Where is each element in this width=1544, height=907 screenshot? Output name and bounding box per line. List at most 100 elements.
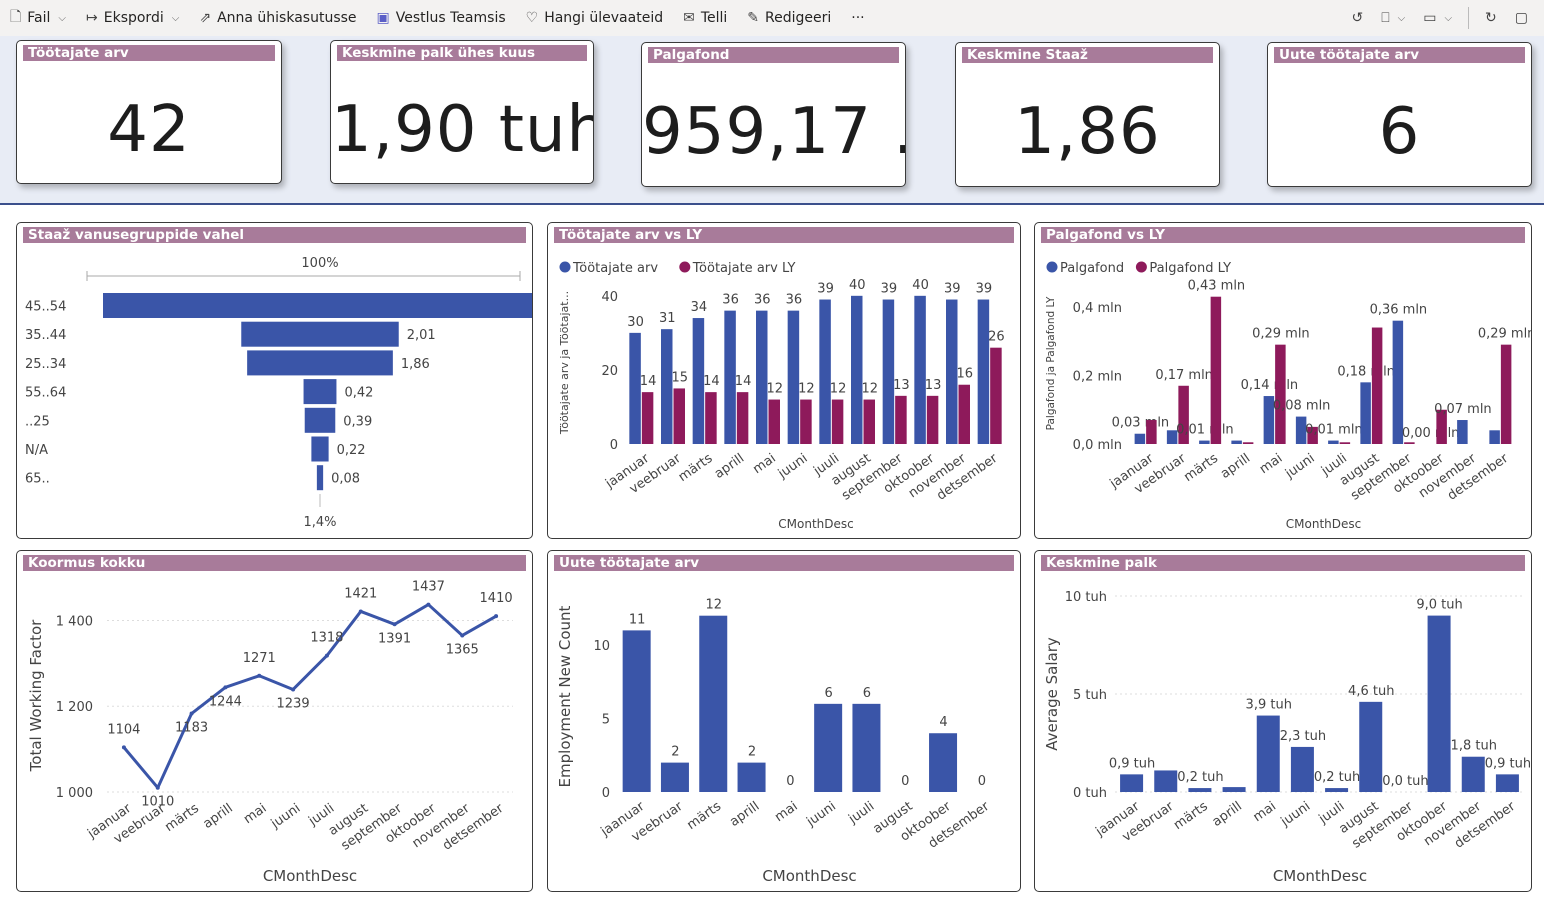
bar (819, 299, 831, 444)
data-label: 3,9 tuh (1246, 698, 1292, 713)
bar (641, 392, 654, 444)
bar (1199, 440, 1210, 444)
x-axis-title: CMonthDesc (263, 867, 357, 885)
y-tick-label: 10 tuh (1065, 590, 1107, 605)
x-axis-title: CMonthDesc (1286, 517, 1361, 531)
bar (1290, 746, 1314, 792)
data-label: 0,14 mln (1241, 378, 1299, 393)
insights-button[interactable]: ♡ Hangi ülevaateid (516, 0, 673, 36)
bar (1457, 420, 1468, 444)
data-label: 0,07 mln (1434, 402, 1492, 417)
y-tick-label: 5 tuh (1073, 688, 1107, 703)
bar (1210, 296, 1222, 444)
x-tick-label: juuni (803, 799, 839, 830)
y-tick-label: 0 (610, 438, 618, 453)
kpi-title: Palgafond (648, 47, 899, 63)
bar (1339, 442, 1351, 444)
y-tick-label: 0,2 mln (1073, 369, 1122, 384)
funnel-bottom-label: 1,4% (303, 515, 336, 530)
bar (1436, 409, 1447, 444)
funnel-data-label: 0,39 (343, 414, 372, 429)
legend-label: Töötajate arv (572, 261, 658, 276)
bar (1146, 420, 1157, 444)
kpi-card-avg-seniority[interactable]: Keskmine Staaž 1,86 (955, 42, 1220, 187)
share-button[interactable]: ⇗ Anna ühiskasutusse (189, 0, 366, 36)
y-tick-label: 10 (593, 639, 610, 654)
file-menu[interactable]: 🗋 Fail ⌵ (0, 0, 76, 36)
bar (1359, 701, 1383, 792)
bar (1256, 715, 1280, 792)
kpi-value: 1,90 tuh (331, 93, 594, 167)
toolbar-divider (1468, 7, 1470, 29)
refresh-icon: ↻ (1485, 10, 1497, 26)
reset-button[interactable]: ↺ (1345, 0, 1369, 36)
edit-button[interactable]: ✎ Redigeeri (737, 0, 841, 36)
bar (1120, 774, 1144, 792)
kpi-value: 959,17 ... (642, 95, 905, 169)
data-label: 0,2 tuh (1314, 770, 1360, 785)
funnel-top-label: 100% (301, 256, 338, 271)
kpi-card-employees[interactable]: Töötajate arv 42 (16, 40, 282, 184)
panel-workload[interactable]: Koormus kokku 1 000 1 200 1 400 1104 jaanuar… (16, 550, 533, 892)
bar (1222, 787, 1246, 792)
data-label: 9,0 tuh (1416, 598, 1462, 613)
funnel-bar (303, 379, 337, 405)
funnel-bar (311, 436, 329, 462)
panel-new-employees[interactable]: Uute töötajate arv 0 5 10 11 jaanuar 2 veebrua… (547, 550, 1021, 892)
funnel-category-label: ..25 (25, 414, 50, 429)
funnel-data-label: 2,01 (407, 328, 436, 343)
data-label: 11 (629, 612, 646, 627)
bar (990, 347, 1002, 444)
teams-chat-button[interactable]: ▣ Vestlus Teamsis (367, 0, 516, 36)
data-label: 1365 (446, 642, 479, 657)
bar (787, 310, 800, 444)
data-label: 39 (944, 282, 961, 297)
bar (673, 388, 685, 444)
bar (692, 318, 705, 444)
refresh-button[interactable]: ↻ (1479, 0, 1503, 36)
funnel-data-label: 1,86 (401, 357, 430, 372)
bar (851, 295, 863, 444)
data-label: 0 (786, 774, 794, 789)
export-menu[interactable]: ↦ Ekspordi ⌵ (76, 0, 189, 36)
panel-avg-salary[interactable]: Keskmine palk 0 tuh 5 tuh 10 tuh 0,9 tuh jaa… (1034, 550, 1532, 892)
kpi-card-payroll[interactable]: Palgafond 959,17 ... (641, 42, 906, 187)
kpi-title: Keskmine palk ühes kuus (337, 45, 587, 61)
line-point (155, 785, 160, 790)
subscribe-button[interactable]: ✉ Telli (673, 0, 737, 36)
data-label: 0,29 mln (1478, 327, 1531, 342)
panel-title: Palgafond vs LY (1041, 227, 1525, 243)
funnel-bar (316, 465, 324, 491)
kpi-card-new-employees[interactable]: Uute töötajate arv 6 (1267, 42, 1532, 187)
line-point (189, 711, 194, 716)
bar (1263, 396, 1275, 444)
teams-icon: ▣ (376, 10, 390, 26)
data-label: 0,2 tuh (1177, 770, 1223, 785)
bar (768, 399, 780, 444)
file-menu-label: Fail (27, 10, 51, 26)
x-tick-label: juuni (1282, 451, 1318, 482)
data-label: 0 (901, 774, 909, 789)
kpi-card-avg-salary[interactable]: Keskmine palk ühes kuus 1,90 tuh (330, 40, 594, 184)
bookmark-button[interactable]: ⎕ ⌵ (1375, 0, 1411, 36)
data-label: 1391 (378, 631, 411, 646)
data-label: 0 (978, 774, 986, 789)
panel-employees-vs-ly[interactable]: Töötajate arv vs LY 0 20 40 30 14 jaanuar 31 15… (547, 222, 1021, 539)
bar (1404, 442, 1415, 444)
comment-button[interactable]: ▢ (1509, 0, 1534, 36)
more-icon: ··· (851, 10, 865, 26)
x-axis-title: CMonthDesc (778, 517, 853, 531)
funnel-chart: 100% 45..54 35..44 2,01 25..34 1,86 55..64 0,42… (25, 256, 532, 530)
view-button[interactable]: ▭ ⌵ (1417, 0, 1458, 36)
pencil-icon: ✎ (747, 10, 760, 26)
data-label: 1183 (175, 721, 208, 736)
bar (1392, 320, 1404, 444)
more-options-button[interactable]: ··· (841, 0, 874, 36)
bar (929, 733, 958, 792)
panel-payroll-vs-ly[interactable]: Palgafond vs LY 0,0 mln 0,2 mln 0,4 mln 0,0… (1034, 222, 1532, 539)
panel-seniority-funnel[interactable]: Staaž vanusegruppide vahel 100% 45..54 35.… (16, 222, 533, 539)
x-tick-label: märts (676, 451, 716, 485)
